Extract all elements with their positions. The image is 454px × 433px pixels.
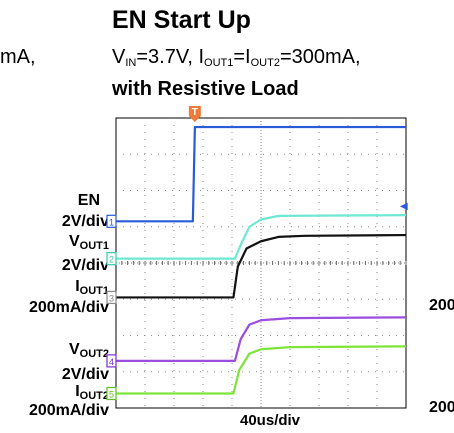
- vout2-subscript: OUT2: [79, 348, 109, 360]
- channel-marker-label-5: 5: [109, 390, 114, 400]
- cropped-right-text-2: 200: [429, 399, 454, 416]
- trace-iout1: [116, 233, 407, 299]
- iout2-label-prefix: I: [75, 383, 80, 400]
- iout2-label: IOUT2: [75, 383, 109, 402]
- iout2-scale-label: 200mA/div: [28, 402, 109, 419]
- vout1-subscript: OUT1: [79, 240, 109, 252]
- vin-prefix: V: [112, 46, 126, 68]
- iout1-label-prefix: I: [75, 278, 80, 295]
- channel-marker-4: [106, 354, 117, 368]
- vin-subscript: IN: [125, 57, 137, 69]
- channel-marker-2: [106, 252, 117, 266]
- iout2-label-subscript: OUT2: [79, 390, 109, 402]
- trigger-marker-label: T: [192, 107, 198, 118]
- cropped-right-text-1: 200: [429, 297, 454, 314]
- chart-subtitle-load: with Resistive Load: [112, 78, 299, 100]
- equals-sign: =: [233, 46, 246, 68]
- trigger-level-marker: ◀: [400, 201, 408, 212]
- vout1-scale-label: 2V/div: [61, 257, 109, 274]
- channel-marker-label-3: 3: [109, 293, 114, 303]
- en-scale-label: 2V/div: [61, 213, 109, 230]
- trigger-marker: [188, 106, 201, 122]
- x-axis-label: 40us/div: [240, 412, 301, 429]
- vout2-prefix: V: [68, 341, 80, 358]
- channel-marker-3: [106, 290, 117, 305]
- trace-vout2: [116, 316, 407, 362]
- iout2-prefix: I: [245, 46, 251, 68]
- trace-iout2: [116, 345, 407, 395]
- iout1-scale-label: 200mA/div: [28, 299, 109, 316]
- channel-marker-label-1: 1: [109, 217, 114, 227]
- chart-title: EN Start Up: [112, 6, 251, 34]
- chart-subtitle-conditions: VIN=3.7V, IOUT1=IOUT2=300mA,: [112, 46, 361, 69]
- iout1-label: IOUT1: [75, 278, 109, 297]
- vout2-scale-label: 2V/div: [61, 366, 109, 383]
- vout2-label: VOUT2: [69, 341, 109, 360]
- current-value: =300mA,: [279, 46, 361, 68]
- vin-value: =3.7V,: [136, 46, 199, 68]
- channel-marker-5: [106, 386, 117, 401]
- trace-en: [116, 125, 406, 223]
- iout1-label-subscript: OUT1: [79, 285, 109, 297]
- en-label: EN: [77, 192, 100, 209]
- iout1-subscript: OUT1: [204, 57, 234, 69]
- vout1-prefix: V: [68, 233, 80, 250]
- trace-vout1: [116, 214, 407, 260]
- iout2-subscript: OUT2: [250, 57, 280, 69]
- channel-marker-1: [106, 214, 117, 228]
- cropped-left-text: mA,: [0, 46, 36, 68]
- vout1-label: VOUT1: [69, 233, 109, 252]
- channel-marker-label-4: 4: [109, 357, 114, 367]
- iout1-prefix: I: [198, 46, 205, 68]
- channel-marker-label-2: 2: [109, 255, 114, 265]
